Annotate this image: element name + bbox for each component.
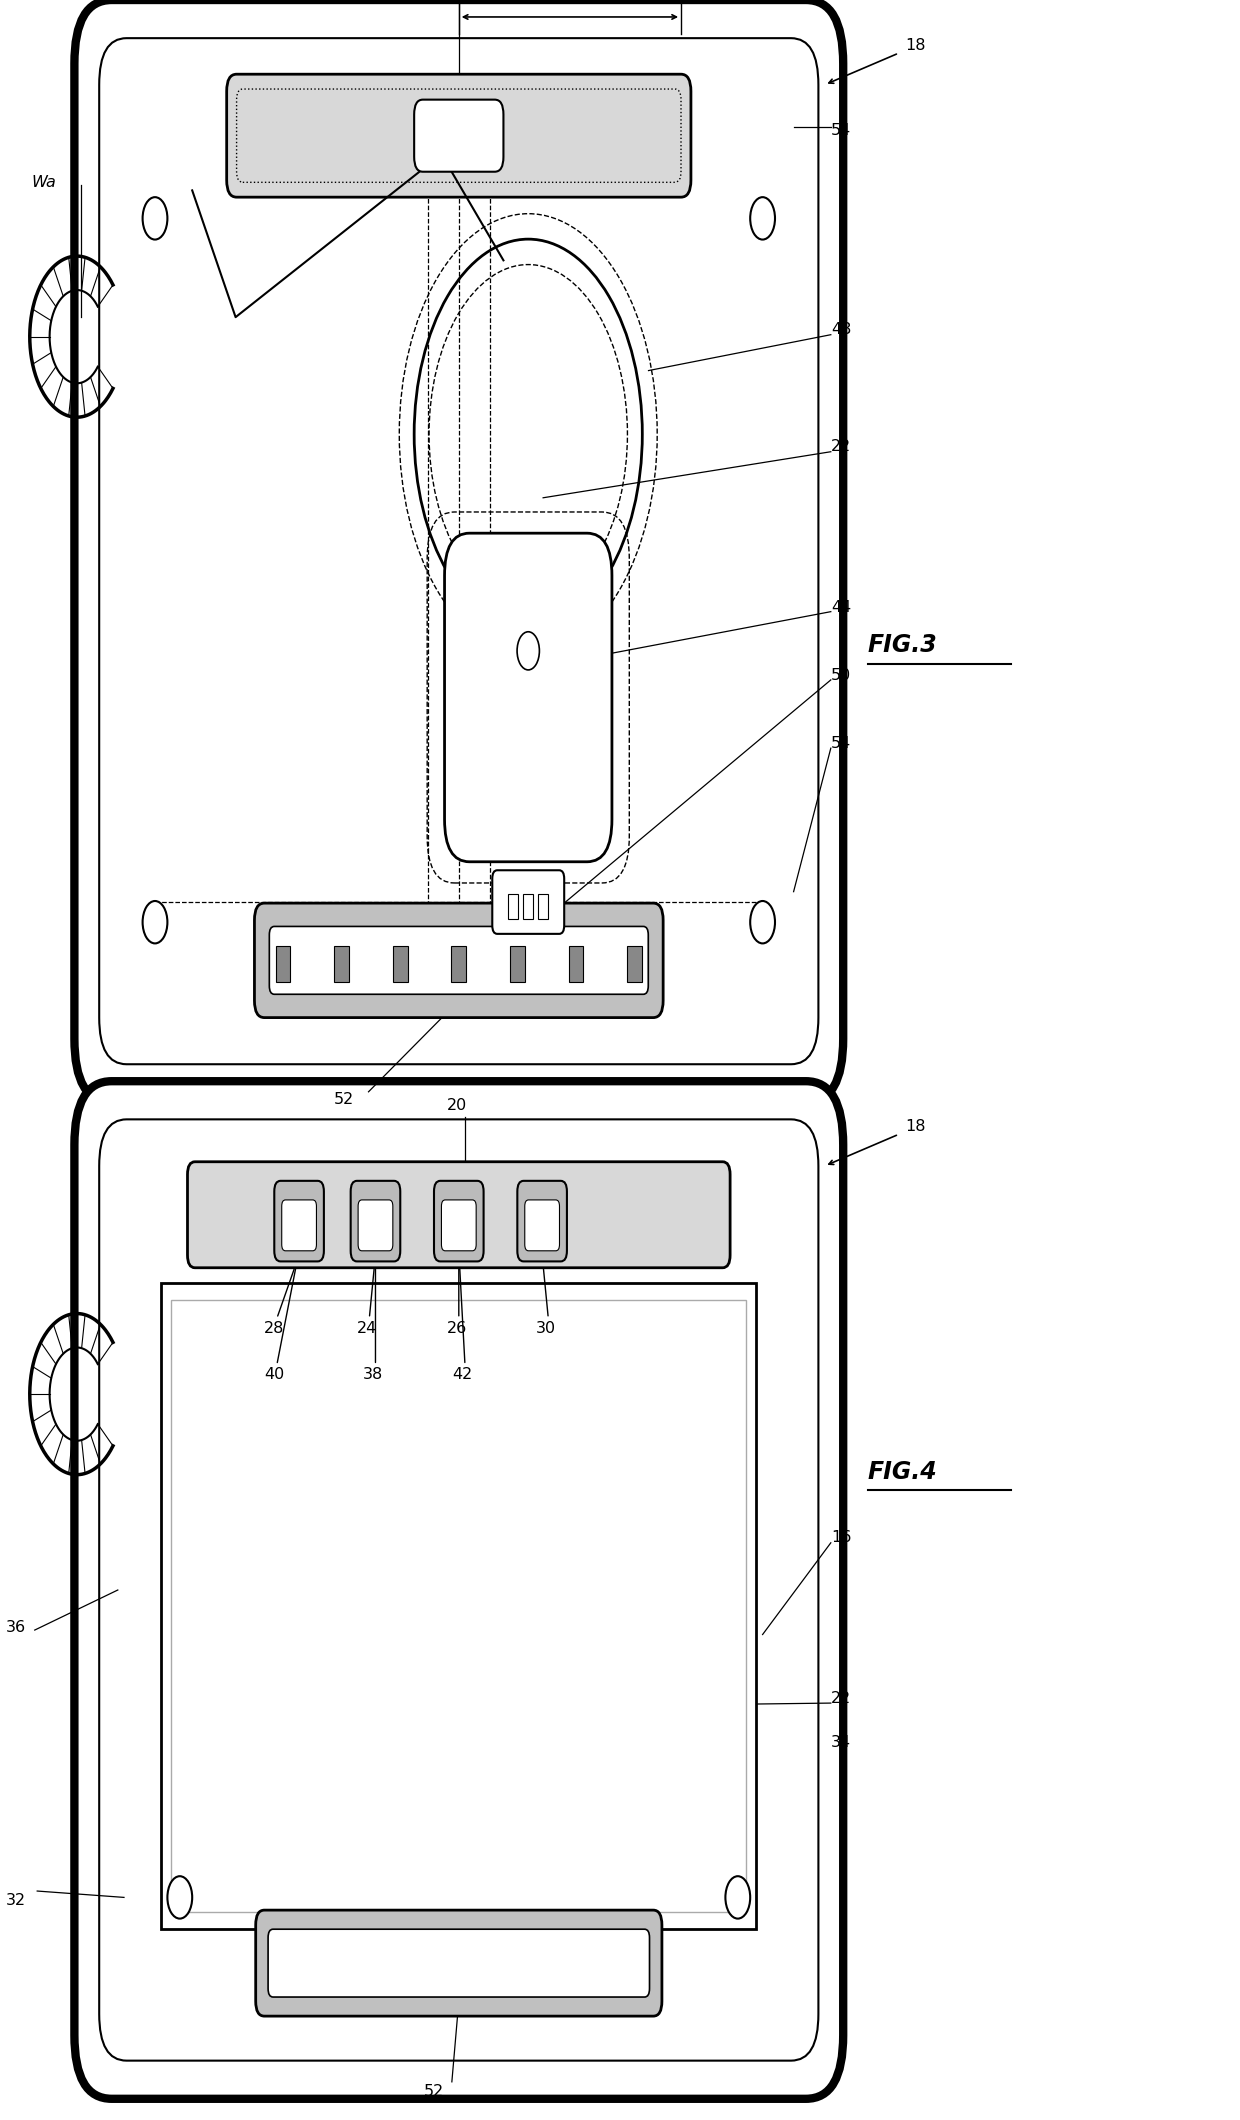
FancyBboxPatch shape xyxy=(254,903,663,1018)
Text: 22: 22 xyxy=(831,1692,851,1707)
Text: 34: 34 xyxy=(831,1736,851,1751)
Text: Wa: Wa xyxy=(31,176,56,191)
FancyBboxPatch shape xyxy=(434,1181,484,1261)
Text: 32: 32 xyxy=(6,1893,26,1908)
Bar xyxy=(451,946,466,982)
FancyBboxPatch shape xyxy=(227,74,691,197)
FancyBboxPatch shape xyxy=(492,869,564,933)
Circle shape xyxy=(517,632,539,670)
Text: 38: 38 xyxy=(363,1367,383,1382)
Bar xyxy=(510,946,525,982)
FancyBboxPatch shape xyxy=(255,1910,662,2016)
Text: 50: 50 xyxy=(831,668,851,683)
Text: 52: 52 xyxy=(424,2084,444,2099)
Text: 54: 54 xyxy=(831,736,851,750)
Bar xyxy=(334,946,348,982)
Text: La: La xyxy=(526,0,544,6)
Text: FIG.3: FIG.3 xyxy=(868,634,937,657)
Bar xyxy=(538,895,548,920)
Text: 30: 30 xyxy=(536,1321,556,1336)
Bar xyxy=(275,946,290,982)
Bar xyxy=(627,946,642,982)
Text: 48: 48 xyxy=(831,322,851,337)
FancyBboxPatch shape xyxy=(445,532,613,861)
Bar xyxy=(171,1300,746,1912)
Text: 16: 16 xyxy=(831,1531,851,1545)
Text: 18: 18 xyxy=(905,1119,926,1134)
FancyBboxPatch shape xyxy=(281,1200,316,1251)
Text: 54: 54 xyxy=(831,123,851,138)
Text: 40: 40 xyxy=(264,1367,285,1382)
Text: 26: 26 xyxy=(446,1321,466,1336)
FancyBboxPatch shape xyxy=(74,0,843,1102)
Text: 52: 52 xyxy=(334,1092,355,1107)
Bar xyxy=(569,946,584,982)
FancyBboxPatch shape xyxy=(517,1181,567,1261)
FancyBboxPatch shape xyxy=(441,1200,476,1251)
FancyBboxPatch shape xyxy=(269,926,649,994)
FancyBboxPatch shape xyxy=(274,1181,324,1261)
Circle shape xyxy=(750,197,775,240)
Circle shape xyxy=(143,901,167,943)
FancyBboxPatch shape xyxy=(358,1200,393,1251)
FancyBboxPatch shape xyxy=(74,1081,843,2099)
FancyBboxPatch shape xyxy=(414,100,503,172)
Circle shape xyxy=(750,901,775,943)
Text: 42: 42 xyxy=(453,1367,472,1382)
Text: 28: 28 xyxy=(264,1321,285,1336)
Bar xyxy=(393,946,408,982)
Bar xyxy=(523,895,533,920)
FancyBboxPatch shape xyxy=(187,1162,730,1268)
Bar xyxy=(508,895,518,920)
Text: 44: 44 xyxy=(831,600,851,615)
FancyBboxPatch shape xyxy=(268,1929,650,1997)
Circle shape xyxy=(143,197,167,240)
Text: 24: 24 xyxy=(357,1321,377,1336)
Text: 18: 18 xyxy=(905,38,926,53)
Text: 20: 20 xyxy=(446,1098,466,1113)
FancyBboxPatch shape xyxy=(525,1200,559,1251)
Text: 22: 22 xyxy=(831,439,851,454)
Text: 36: 36 xyxy=(6,1620,26,1635)
Circle shape xyxy=(725,1876,750,1919)
Circle shape xyxy=(167,1876,192,1919)
Bar xyxy=(161,1283,756,1929)
Text: FIG.4: FIG.4 xyxy=(868,1461,937,1484)
FancyBboxPatch shape xyxy=(351,1181,401,1261)
